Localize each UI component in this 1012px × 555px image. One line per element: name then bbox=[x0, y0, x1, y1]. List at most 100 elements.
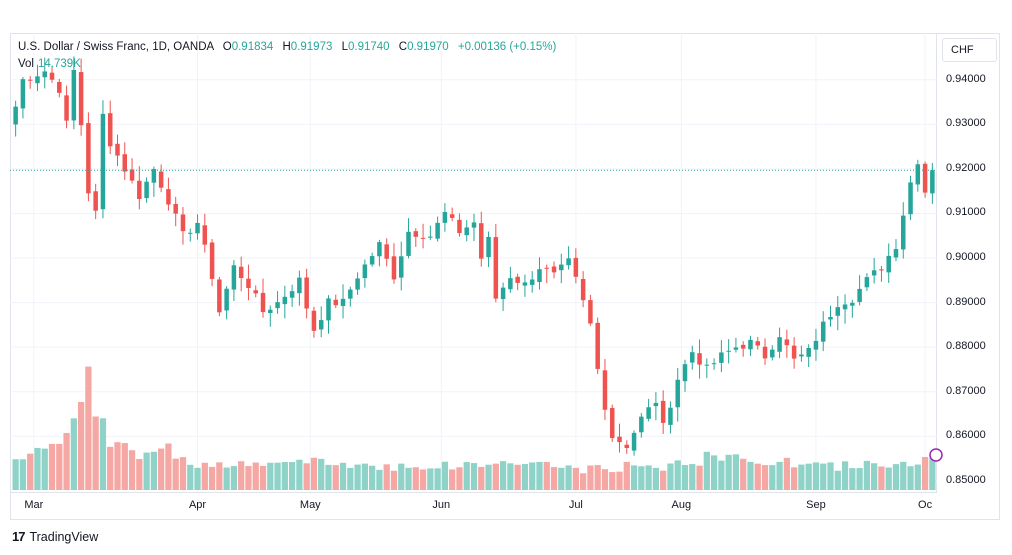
candle-body bbox=[115, 143, 120, 156]
candle-body bbox=[391, 256, 397, 280]
candle-body bbox=[646, 407, 651, 419]
candle bbox=[624, 440, 630, 454]
candle-body bbox=[129, 169, 135, 181]
time-axis[interactable] bbox=[10, 492, 937, 520]
candle bbox=[653, 392, 659, 421]
volume-bar bbox=[609, 472, 616, 490]
candle-body bbox=[57, 81, 62, 93]
candle bbox=[559, 253, 564, 284]
candle-body bbox=[857, 288, 862, 302]
volume-bar bbox=[929, 457, 936, 490]
volume-bar bbox=[914, 464, 921, 490]
volume-bar bbox=[863, 460, 871, 490]
candle-body bbox=[355, 278, 360, 290]
tradingview-brand[interactable]: 17 TradingView bbox=[12, 529, 98, 544]
candle-body bbox=[886, 255, 891, 273]
candle-body bbox=[144, 181, 149, 199]
candle-body bbox=[842, 304, 848, 310]
volume-bar bbox=[558, 467, 565, 490]
candle bbox=[544, 264, 550, 284]
currency-button[interactable]: CHF bbox=[942, 38, 997, 62]
change-value: +0.00136 (+0.15%) bbox=[457, 41, 557, 53]
candle bbox=[57, 78, 62, 98]
candle-body bbox=[369, 256, 375, 265]
volume-bar bbox=[238, 461, 245, 490]
candle-body bbox=[690, 352, 695, 363]
candle bbox=[406, 218, 411, 259]
volume-bar bbox=[252, 462, 259, 490]
volume-bar bbox=[194, 467, 201, 490]
candle bbox=[704, 358, 710, 379]
price-tick-label: 0.86000 bbox=[946, 429, 986, 442]
candle-body bbox=[660, 400, 666, 423]
volume-bar bbox=[281, 462, 288, 490]
candle-body bbox=[653, 402, 659, 407]
candle bbox=[820, 311, 826, 352]
event-marker bbox=[929, 448, 943, 462]
price-tick-label: 0.89000 bbox=[946, 295, 986, 308]
volume-bar bbox=[856, 468, 863, 490]
candle bbox=[588, 294, 593, 326]
candle bbox=[115, 134, 120, 166]
close-value: 0.91970 bbox=[407, 41, 449, 53]
volume-bar bbox=[587, 465, 594, 490]
volume-bar bbox=[616, 471, 623, 490]
volume-bar bbox=[470, 463, 478, 490]
candle-body bbox=[719, 352, 724, 363]
candle bbox=[391, 243, 397, 284]
candle bbox=[158, 164, 164, 193]
plot-area[interactable] bbox=[10, 33, 937, 492]
candle-body bbox=[879, 269, 884, 271]
volume-bar bbox=[907, 466, 914, 490]
volume-bar bbox=[747, 461, 754, 490]
volume-bar bbox=[499, 461, 507, 490]
candle-body bbox=[777, 337, 782, 352]
candle-body bbox=[435, 222, 440, 239]
volume-legend[interactable]: Vol 14.739K bbox=[18, 58, 81, 70]
volume-bar bbox=[667, 463, 674, 490]
price-tick-label: 0.92000 bbox=[946, 161, 986, 174]
volume-bar bbox=[412, 467, 419, 490]
candle bbox=[100, 100, 106, 219]
candle-body bbox=[195, 222, 200, 234]
candle bbox=[355, 272, 360, 295]
candle bbox=[93, 183, 98, 220]
candle-body bbox=[566, 258, 571, 266]
candle bbox=[850, 299, 855, 318]
candle-body bbox=[398, 256, 404, 278]
grid-lines bbox=[10, 33, 937, 492]
candle-body bbox=[908, 182, 913, 215]
candle-body bbox=[864, 277, 870, 288]
close-label: C bbox=[398, 41, 408, 53]
candle bbox=[617, 423, 622, 453]
volume-bar bbox=[776, 461, 783, 490]
symbol-title[interactable]: U.S. Dollar / Swiss Franc, 1D, OANDA bbox=[18, 41, 214, 53]
volume-bar bbox=[230, 466, 238, 490]
open-value: 0.91834 bbox=[231, 41, 274, 53]
candle-body bbox=[231, 265, 237, 290]
candle bbox=[580, 271, 586, 308]
candle bbox=[697, 339, 702, 379]
volume-bar bbox=[223, 467, 230, 490]
candle-body bbox=[442, 212, 448, 223]
candle-body bbox=[537, 269, 542, 283]
candle bbox=[791, 337, 797, 369]
candle-body bbox=[762, 346, 768, 359]
volume-value: 14.739K bbox=[38, 58, 81, 70]
volume-bar bbox=[630, 465, 638, 490]
volume-bar bbox=[871, 463, 878, 490]
volume-bar bbox=[48, 443, 56, 490]
volume-bar bbox=[332, 465, 339, 490]
volume-bar bbox=[63, 432, 70, 490]
candle-body bbox=[158, 171, 164, 188]
time-tick-label: Apr bbox=[188, 499, 207, 511]
price-tick-label: 0.93000 bbox=[946, 117, 986, 130]
volume-bar bbox=[376, 469, 383, 490]
volume-bar bbox=[492, 463, 499, 490]
volume-bar bbox=[99, 418, 107, 490]
volume-bar bbox=[34, 447, 41, 490]
candle-body bbox=[784, 339, 790, 346]
candle-body bbox=[799, 354, 804, 357]
candle bbox=[675, 367, 680, 422]
ohlc-legend[interactable]: U.S. Dollar / Swiss Franc, 1D, OANDA O0.… bbox=[18, 41, 556, 53]
